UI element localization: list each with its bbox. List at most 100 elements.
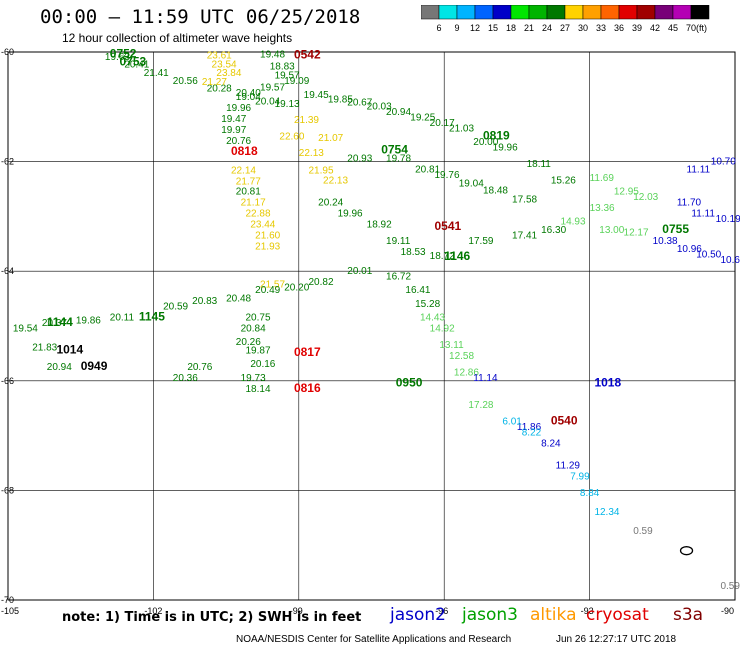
- plot-frame: [7, 51, 736, 601]
- pass-time-label: 0755: [662, 222, 689, 236]
- wave-height-value: 19.96: [226, 103, 251, 114]
- lat-tick-label: -68: [1, 485, 14, 495]
- wave-height-value: 20.26: [236, 337, 261, 348]
- wave-height-value: 20.83: [192, 296, 217, 307]
- wave-height-value: 20.17: [430, 118, 455, 129]
- wave-height-value: 20.84: [241, 323, 266, 334]
- colorbar-tick-label: 21: [524, 23, 534, 33]
- wave-height-value: 21.95: [308, 166, 333, 177]
- wave-height-value: 20.59: [163, 302, 188, 313]
- wave-height-value: 10.68: [720, 255, 740, 266]
- wave-height-value: 10.70: [711, 156, 736, 167]
- pass-time-label: 0752: [110, 46, 137, 60]
- wave-height-value: 19.25: [410, 113, 435, 124]
- wave-height-value: 19.96: [338, 208, 363, 219]
- wave-height-value: 20.94: [47, 362, 72, 373]
- wave-height-value: 20.93: [347, 154, 372, 165]
- wave-height-value: 22.13: [299, 148, 324, 159]
- colorbar-tick-label: 42: [650, 23, 660, 33]
- wave-height-value: 20.76: [226, 136, 251, 147]
- wave-height-value: 19.48: [260, 49, 285, 60]
- wave-height-value: 14.93: [561, 217, 586, 228]
- wave-height-value: 12.58: [449, 351, 474, 362]
- wave-height-value: 10.50: [696, 250, 721, 261]
- legend-jason3: jason3: [462, 605, 518, 625]
- lat-tick-label: -64: [1, 266, 14, 276]
- wave-height-value: 20.81: [236, 186, 261, 197]
- wave-height-value: 19.47: [221, 114, 246, 125]
- wave-height-value: 13.11: [439, 340, 464, 351]
- wave-height-value: 16.30: [541, 225, 566, 236]
- wave-height-value: 21.83: [32, 343, 57, 354]
- wave-height-value: 11.29: [556, 460, 581, 471]
- wave-height-value: 12.17: [624, 228, 649, 239]
- wave-height-value: 15.26: [551, 176, 576, 187]
- legend-s3a: s3a: [673, 605, 704, 625]
- wave-height-value: 19.87: [245, 345, 270, 356]
- wave-height-value: 7.99: [570, 471, 590, 482]
- colorbar-unit: (ft): [696, 23, 707, 33]
- wave-height-value: 10.96: [677, 244, 702, 255]
- wave-height-value: 17.58: [512, 195, 537, 206]
- lat-tick-label: -66: [1, 376, 14, 386]
- wave-height-value: 11.70: [677, 197, 702, 208]
- wave-height-value: 20.16: [250, 359, 275, 370]
- wave-height-value: 19.78: [386, 154, 411, 165]
- wave-height-value: 23.54: [212, 59, 237, 70]
- page-title: 00:00 – 11:59 UTC 06/25/2018: [40, 6, 361, 28]
- colorbar-tick-label: 6: [436, 23, 441, 33]
- pass-time-label: 0540: [551, 414, 578, 428]
- wave-height-value: 0.59: [633, 526, 653, 537]
- wave-height-value: 21.60: [255, 230, 280, 241]
- colorbar-tick-label: 39: [632, 23, 642, 33]
- wave-height-value: 13.00: [599, 225, 624, 236]
- colorbar-tick-label: 36: [614, 23, 624, 33]
- pass-time-label: 0818: [231, 144, 258, 158]
- wave-height-value: 21.57: [260, 280, 285, 291]
- wave-height-value: 19.85: [328, 94, 353, 105]
- wave-height-value: 21.17: [241, 197, 266, 208]
- lat-tick-label: -62: [1, 157, 14, 167]
- colorbar-swatch: [690, 5, 710, 20]
- wave-height-value: 19.97: [221, 125, 246, 136]
- pass-time-label: 1014: [56, 342, 83, 356]
- wave-height-value: 20.11: [110, 313, 135, 324]
- wave-height-value: 20.20: [284, 282, 309, 293]
- colorbar-tick-label: 15: [488, 23, 498, 33]
- wave-height-value: 14.92: [430, 323, 455, 334]
- wave-height-value: 18.14: [245, 384, 270, 395]
- pass-time-label: 0753: [119, 55, 146, 69]
- pass-time-label: 0817: [294, 345, 321, 359]
- colorbar-tick-label: 18: [506, 23, 516, 33]
- wave-height-value: 20.94: [386, 107, 411, 118]
- page-subtitle: 12 hour collection of altimeter wave hei…: [62, 31, 293, 45]
- pass-time-label: 0542: [294, 48, 321, 62]
- wave-height-value: 22.13: [323, 176, 348, 187]
- legend-jason2: jason2: [390, 605, 446, 625]
- wave-height-value: 23.44: [250, 219, 275, 230]
- lon-tick-label: -102: [144, 606, 162, 616]
- wave-height-value: 13.36: [590, 203, 615, 214]
- wave-height-value: 14.43: [420, 313, 445, 324]
- wave-height-value: 21.03: [449, 123, 474, 134]
- colorbar-tick-label: 9: [454, 23, 459, 33]
- pass-time-label: 0950: [396, 375, 423, 389]
- pass-time-label: 0819: [483, 129, 510, 143]
- wave-height-value: 19.86: [76, 315, 101, 326]
- pass-time-label: 0754: [381, 142, 408, 156]
- wave-height-value: 19.45: [304, 90, 329, 101]
- legend-cryosat: cryosat: [586, 605, 649, 625]
- wave-height-value: 8.24: [541, 439, 561, 450]
- wave-height-value: 19.63: [105, 52, 130, 63]
- wave-height-value: 8.22: [522, 428, 542, 439]
- wave-height-value: 22.14: [231, 166, 256, 177]
- wave-height-value: 22.88: [245, 208, 270, 219]
- wave-height-value: 19.09: [284, 76, 309, 87]
- pass-time-label: 0541: [435, 219, 462, 233]
- wave-height-value: 19.04: [236, 92, 261, 103]
- wave-height-value: 12.95: [614, 186, 639, 197]
- wave-height-value: 20.36: [173, 373, 198, 384]
- wave-height-value: 19.57: [260, 82, 285, 93]
- wave-height-value: 20.03: [367, 102, 392, 113]
